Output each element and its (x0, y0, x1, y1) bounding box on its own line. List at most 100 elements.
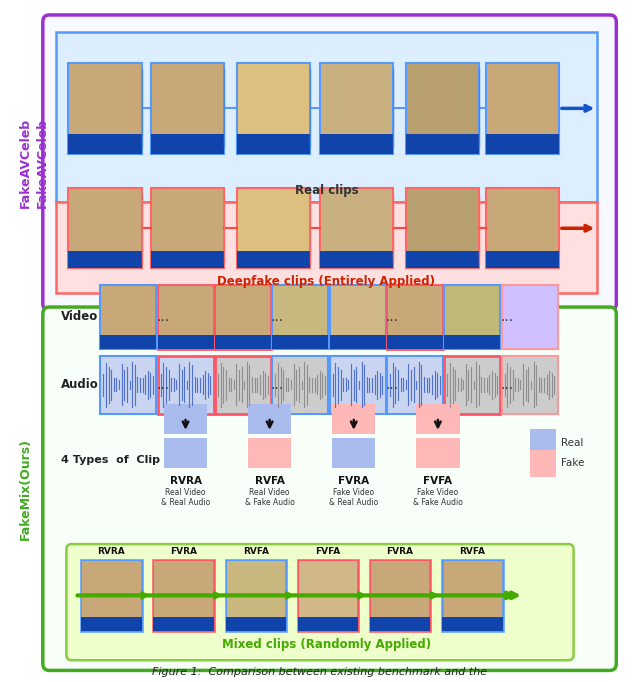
FancyBboxPatch shape (444, 561, 502, 629)
Text: ...: ... (156, 310, 169, 324)
FancyBboxPatch shape (387, 284, 443, 349)
FancyBboxPatch shape (239, 64, 309, 153)
FancyBboxPatch shape (444, 356, 500, 414)
Text: Figure 1:  Comparison between existing benchmark and the: Figure 1: Comparison between existing be… (152, 668, 488, 677)
Text: FVRA: FVRA (387, 547, 413, 556)
FancyBboxPatch shape (272, 356, 328, 414)
FancyBboxPatch shape (406, 134, 479, 154)
FancyBboxPatch shape (330, 335, 386, 349)
Text: FakeAVCeleb: FakeAVCeleb (36, 117, 49, 208)
FancyBboxPatch shape (68, 134, 141, 154)
Text: Fake Video: Fake Video (333, 488, 374, 496)
FancyBboxPatch shape (151, 251, 225, 268)
FancyBboxPatch shape (387, 335, 443, 349)
FancyBboxPatch shape (151, 63, 225, 154)
FancyBboxPatch shape (226, 617, 286, 631)
Text: Deepfake clips (Entirely Applied): Deepfake clips (Entirely Applied) (218, 276, 435, 288)
Text: Fake Video: Fake Video (417, 488, 458, 496)
FancyBboxPatch shape (416, 438, 460, 469)
Text: ...: ... (271, 378, 284, 392)
FancyBboxPatch shape (330, 284, 386, 349)
FancyBboxPatch shape (83, 561, 140, 629)
FancyBboxPatch shape (151, 188, 225, 268)
FancyBboxPatch shape (320, 134, 394, 154)
Text: 4 Types  of  Clip: 4 Types of Clip (61, 455, 159, 465)
Text: Real Video: Real Video (250, 488, 290, 496)
FancyBboxPatch shape (152, 190, 223, 267)
Text: FakeAVCeleb: FakeAVCeleb (19, 117, 32, 208)
Text: Fake: Fake (561, 458, 584, 469)
Text: RVFA: RVFA (460, 547, 486, 556)
FancyBboxPatch shape (227, 561, 285, 629)
FancyBboxPatch shape (444, 284, 500, 349)
FancyBboxPatch shape (237, 63, 310, 154)
Text: & Real Audio: & Real Audio (161, 498, 210, 507)
FancyBboxPatch shape (298, 560, 358, 631)
FancyBboxPatch shape (371, 561, 429, 629)
Text: ...: ... (500, 378, 513, 392)
FancyBboxPatch shape (416, 404, 460, 434)
FancyBboxPatch shape (331, 286, 385, 348)
FancyBboxPatch shape (43, 307, 616, 670)
FancyBboxPatch shape (273, 286, 327, 348)
FancyBboxPatch shape (387, 356, 443, 414)
FancyBboxPatch shape (215, 284, 271, 349)
Text: FVRA: FVRA (170, 547, 197, 556)
FancyBboxPatch shape (320, 63, 394, 154)
Text: ...: ... (385, 378, 399, 392)
Text: Real clips: Real clips (294, 183, 358, 196)
FancyBboxPatch shape (237, 188, 310, 268)
FancyBboxPatch shape (157, 284, 214, 349)
Text: RVRA: RVRA (170, 475, 202, 486)
Text: & Fake Audio: & Fake Audio (413, 498, 463, 507)
FancyBboxPatch shape (68, 188, 141, 268)
Text: Real Video: Real Video (165, 488, 206, 496)
Text: ...: ... (271, 310, 284, 324)
FancyBboxPatch shape (43, 15, 616, 310)
FancyBboxPatch shape (502, 284, 557, 349)
FancyBboxPatch shape (487, 190, 557, 267)
FancyBboxPatch shape (486, 63, 559, 154)
FancyBboxPatch shape (442, 560, 503, 631)
FancyBboxPatch shape (320, 188, 394, 268)
Text: RVFA: RVFA (243, 547, 269, 556)
FancyBboxPatch shape (407, 190, 478, 267)
Text: RVFA: RVFA (255, 475, 285, 486)
FancyBboxPatch shape (100, 356, 156, 414)
FancyBboxPatch shape (215, 356, 271, 414)
Text: FVRA: FVRA (338, 475, 369, 486)
FancyBboxPatch shape (239, 190, 309, 267)
FancyBboxPatch shape (370, 560, 430, 631)
Text: Audio: Audio (61, 379, 99, 391)
FancyBboxPatch shape (321, 190, 392, 267)
FancyBboxPatch shape (153, 617, 214, 631)
FancyBboxPatch shape (445, 286, 499, 348)
FancyBboxPatch shape (157, 335, 214, 349)
FancyBboxPatch shape (248, 438, 291, 469)
FancyBboxPatch shape (444, 335, 500, 349)
FancyBboxPatch shape (272, 335, 328, 349)
FancyBboxPatch shape (164, 404, 207, 434)
FancyBboxPatch shape (531, 429, 556, 456)
FancyBboxPatch shape (67, 544, 573, 660)
FancyBboxPatch shape (332, 438, 376, 469)
FancyBboxPatch shape (100, 284, 156, 349)
Text: RVRA: RVRA (97, 547, 125, 556)
FancyBboxPatch shape (407, 64, 478, 153)
FancyBboxPatch shape (157, 356, 214, 414)
FancyBboxPatch shape (68, 251, 141, 268)
FancyBboxPatch shape (216, 286, 269, 348)
FancyBboxPatch shape (321, 64, 392, 153)
FancyBboxPatch shape (70, 64, 140, 153)
FancyBboxPatch shape (81, 617, 141, 631)
FancyBboxPatch shape (320, 251, 394, 268)
FancyBboxPatch shape (486, 251, 559, 268)
FancyBboxPatch shape (215, 335, 271, 349)
FancyBboxPatch shape (164, 438, 207, 469)
FancyBboxPatch shape (531, 449, 556, 477)
FancyBboxPatch shape (68, 63, 141, 154)
FancyBboxPatch shape (101, 286, 155, 348)
FancyBboxPatch shape (486, 188, 559, 268)
FancyBboxPatch shape (56, 202, 597, 293)
Text: FVFA: FVFA (316, 547, 340, 556)
